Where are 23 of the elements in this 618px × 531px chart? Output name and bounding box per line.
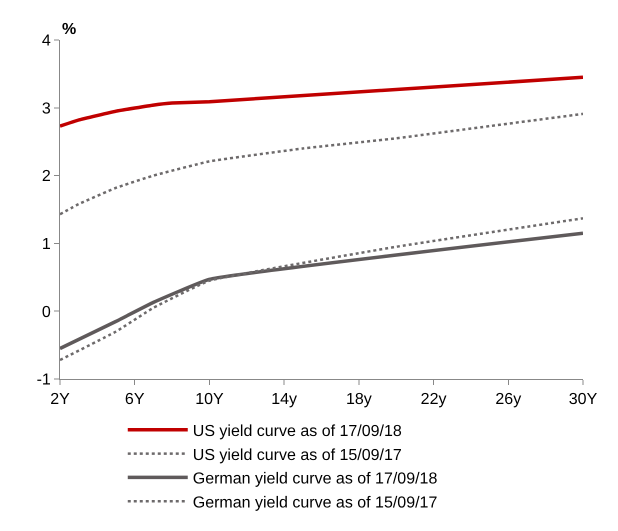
y-tick-label: 1 xyxy=(42,236,51,253)
y-tick-label: -1 xyxy=(36,372,51,389)
x-tick-label: 30Y xyxy=(568,391,598,408)
line-series xyxy=(60,112,583,216)
legend-label: German yield curve as of 15/09/17 xyxy=(192,494,438,512)
x-tick-label: 26y xyxy=(495,391,522,408)
x-tick-label: 18y xyxy=(346,391,372,408)
x-tick-label: 10Y xyxy=(195,391,224,408)
y-axis-title: % xyxy=(62,21,76,38)
line-series xyxy=(60,76,583,128)
x-tick-label: 14y xyxy=(271,391,298,408)
legend-label: German yield curve as of 17/09/18 xyxy=(192,470,438,488)
y-tick-label: 4 xyxy=(42,32,51,50)
y-tick-label: 2 xyxy=(42,168,51,186)
x-tick-label: 6Y xyxy=(124,391,145,408)
line-series xyxy=(60,217,583,362)
legend-label: US yield curve as of 17/09/18 xyxy=(192,423,402,440)
y-tick-label: 3 xyxy=(42,100,51,118)
y-tick-label: 0 xyxy=(42,304,51,321)
x-tick-label: 22y xyxy=(420,391,446,408)
legend-label: US yield curve as of 15/09/17 xyxy=(192,446,402,464)
line-series xyxy=(60,231,583,350)
x-tick-label: 2Y xyxy=(50,391,70,408)
